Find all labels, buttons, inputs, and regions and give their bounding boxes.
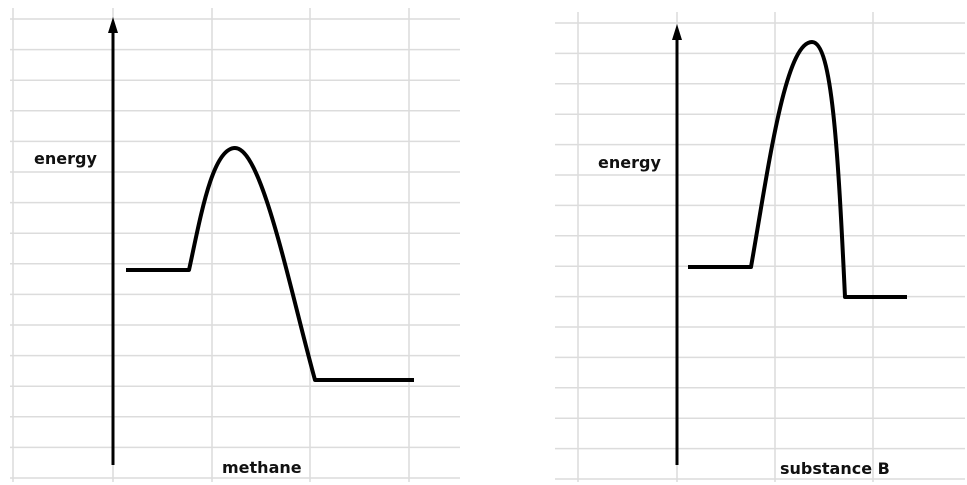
axis-arrow-left — [108, 17, 118, 33]
y-label-right: energy — [598, 153, 661, 172]
x-label-left: methane — [222, 458, 302, 477]
grid-left — [10, 8, 460, 482]
axis-arrow-right — [672, 24, 682, 40]
y-label-left: energy — [34, 149, 97, 168]
energy-profile-right — [688, 40, 907, 299]
grid-right — [555, 12, 965, 482]
x-label-right: substance B — [780, 459, 890, 478]
energy-profile-left — [126, 146, 414, 382]
